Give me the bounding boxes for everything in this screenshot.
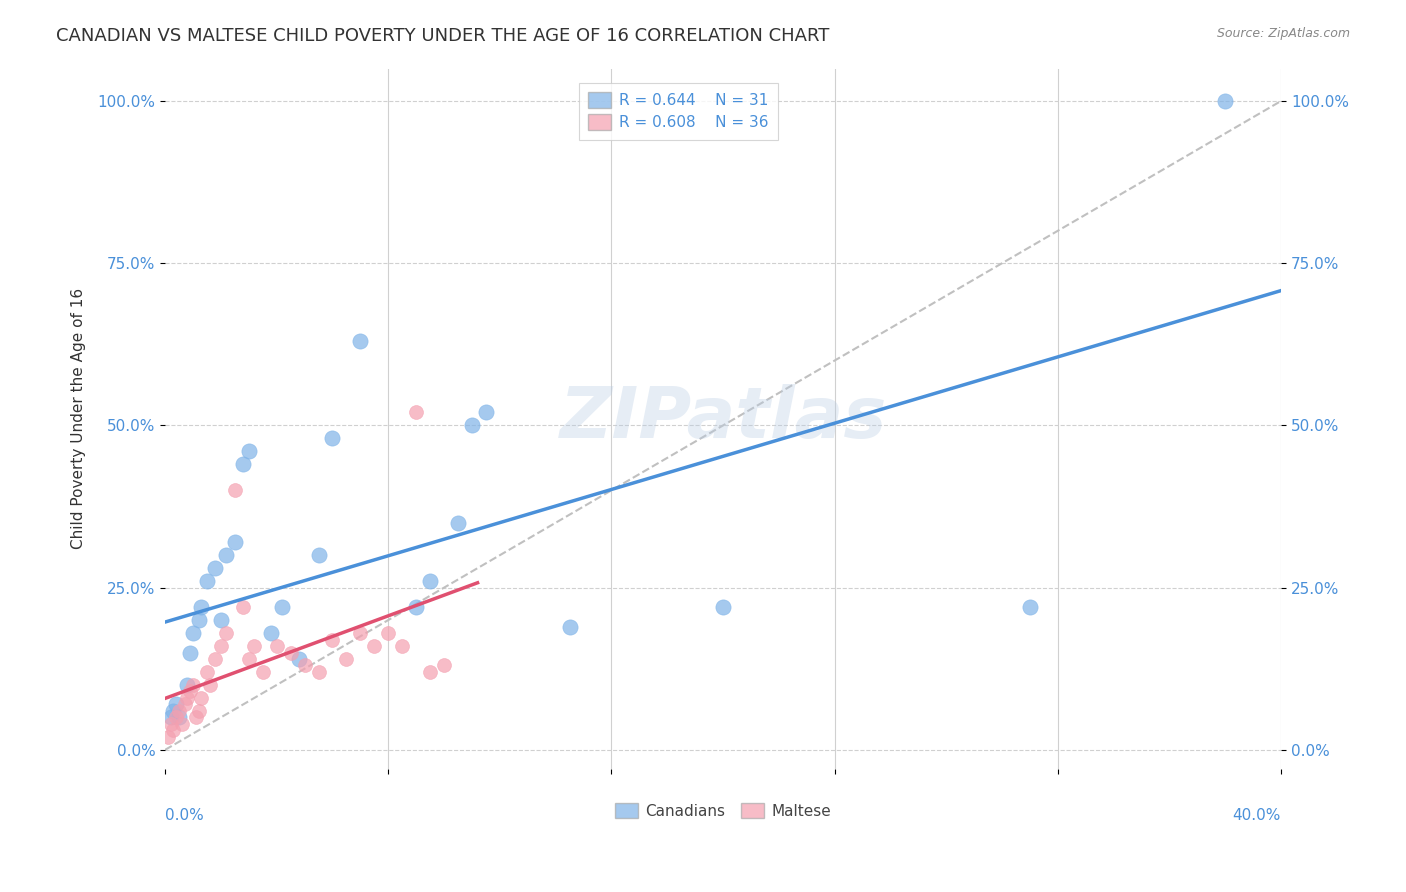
Point	[475, 405, 498, 419]
Point	[170, 717, 193, 731]
Point	[165, 710, 187, 724]
Point	[190, 600, 212, 615]
Point	[181, 626, 204, 640]
Point	[419, 574, 441, 588]
Point	[321, 632, 343, 647]
Point	[173, 698, 195, 712]
Point	[179, 646, 201, 660]
Point	[405, 600, 427, 615]
Point	[224, 483, 246, 498]
Point	[288, 652, 311, 666]
Point	[1213, 94, 1236, 108]
Point	[252, 665, 274, 679]
Text: CANADIAN VS MALTESE CHILD POVERTY UNDER THE AGE OF 16 CORRELATION CHART: CANADIAN VS MALTESE CHILD POVERTY UNDER …	[56, 27, 830, 45]
Point	[377, 626, 399, 640]
Point	[243, 639, 266, 653]
Point	[335, 652, 357, 666]
Point	[167, 704, 190, 718]
Point	[159, 710, 181, 724]
Point	[349, 334, 371, 348]
Point	[215, 548, 238, 562]
Point	[159, 717, 181, 731]
Point	[198, 678, 221, 692]
Point	[419, 665, 441, 679]
Point	[190, 690, 212, 705]
Point	[1019, 600, 1042, 615]
Point	[405, 405, 427, 419]
Point	[280, 646, 302, 660]
Point	[204, 561, 226, 575]
Point	[321, 431, 343, 445]
Text: ZIPatlas: ZIPatlas	[560, 384, 887, 453]
Text: Source: ZipAtlas.com: Source: ZipAtlas.com	[1216, 27, 1350, 40]
Point	[165, 698, 187, 712]
Point	[162, 704, 184, 718]
Point	[294, 658, 316, 673]
Point	[266, 639, 288, 653]
Point	[349, 626, 371, 640]
Point	[209, 613, 232, 627]
Point	[204, 652, 226, 666]
Point	[363, 639, 385, 653]
Point	[184, 710, 207, 724]
Point	[232, 458, 254, 472]
Point	[711, 600, 734, 615]
Point	[179, 684, 201, 698]
Point	[156, 730, 179, 744]
Y-axis label: Child Poverty Under the Age of 16: Child Poverty Under the Age of 16	[72, 288, 86, 549]
Point	[181, 678, 204, 692]
Point	[187, 613, 209, 627]
Point	[308, 548, 330, 562]
Point	[162, 723, 184, 738]
Point	[558, 619, 581, 633]
Point	[260, 626, 283, 640]
Point	[176, 678, 198, 692]
Point	[238, 652, 260, 666]
Point	[238, 444, 260, 458]
Point	[447, 516, 470, 530]
Legend: Canadians, Maltese: Canadians, Maltese	[609, 797, 837, 825]
Point	[195, 574, 218, 588]
Point	[167, 710, 190, 724]
Point	[308, 665, 330, 679]
Text: 0.0%: 0.0%	[165, 808, 204, 822]
Point	[461, 418, 484, 433]
Point	[391, 639, 413, 653]
Point	[209, 639, 232, 653]
Point	[433, 658, 456, 673]
Point	[187, 704, 209, 718]
Point	[176, 690, 198, 705]
Point	[215, 626, 238, 640]
Point	[271, 600, 294, 615]
Point	[195, 665, 218, 679]
Point	[224, 535, 246, 549]
Text: 40.0%: 40.0%	[1233, 808, 1281, 822]
Point	[232, 600, 254, 615]
